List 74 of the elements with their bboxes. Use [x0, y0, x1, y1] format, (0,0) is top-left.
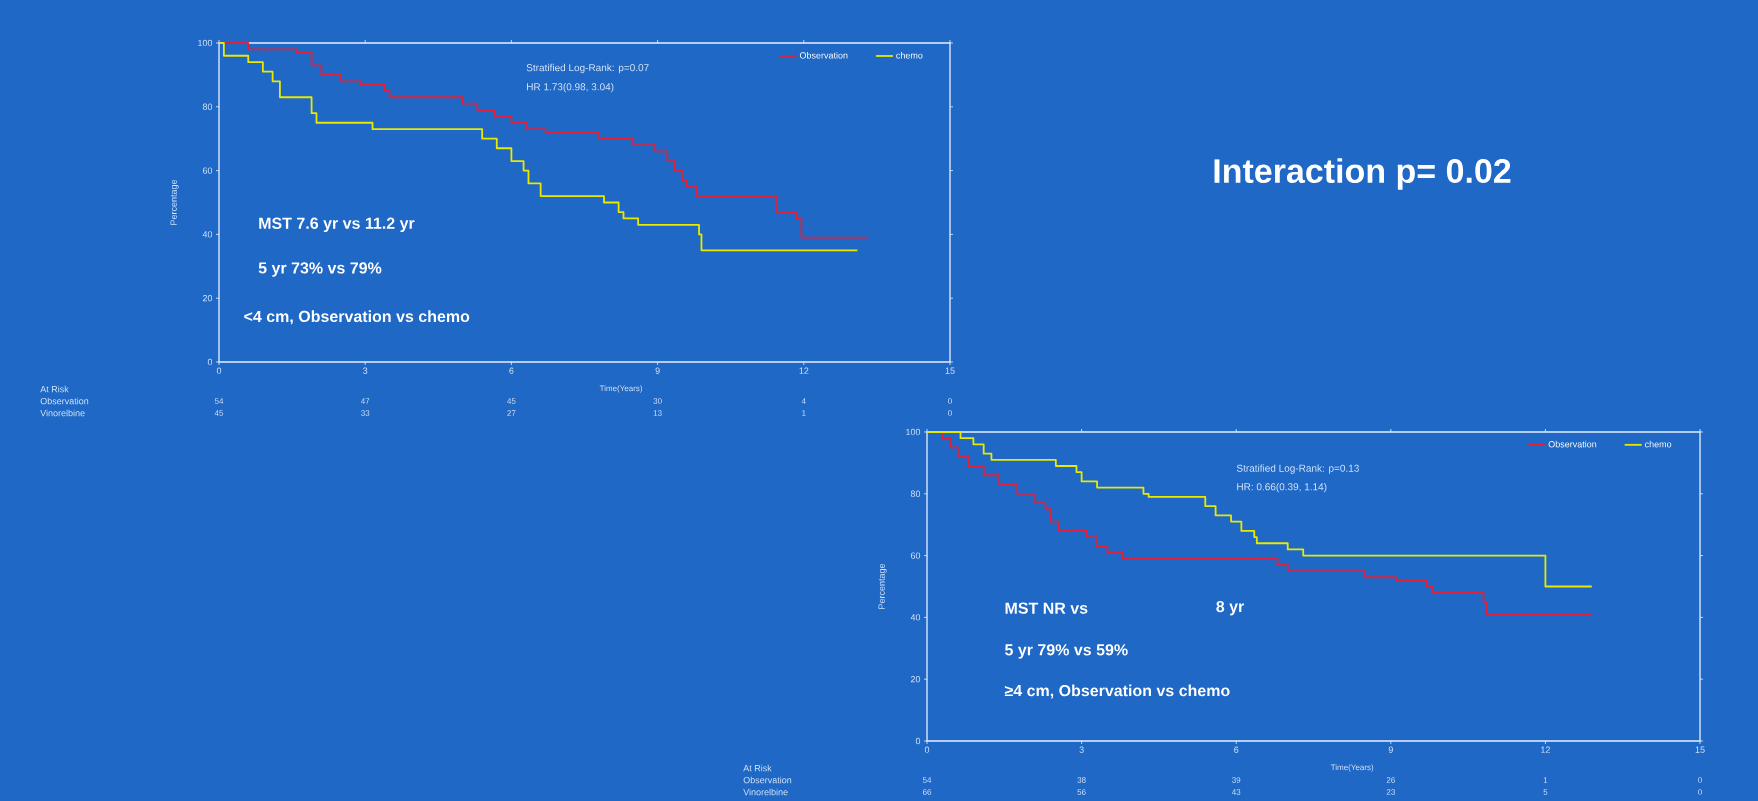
legend-label: Observation [799, 51, 848, 59]
text: 1 [1543, 777, 1548, 783]
legend-label: Observation [1548, 440, 1597, 448]
text: 0 [1698, 789, 1702, 795]
annotation: Stratified Log-Rank: p=0.13 [1236, 464, 1359, 474]
text: 38 [1077, 777, 1086, 783]
y-tick-label: 20 [202, 295, 213, 302]
legend-label: chemo [896, 51, 923, 59]
y-tick-label: 40 [910, 614, 921, 621]
x-axis-title: Time(Years) [599, 385, 643, 393]
text: 0 [948, 410, 952, 416]
y-tick-label: 100 [906, 428, 921, 436]
text: 4 [801, 398, 806, 404]
text: 27 [507, 410, 516, 416]
annotation: 8 yr [1216, 600, 1245, 616]
text: Vinorelbine [743, 788, 788, 796]
y-axis-title: Percentage [170, 179, 179, 225]
annotation: Stratified Log-Rank: p=0.07 [526, 63, 649, 74]
x-tick-label: 6 [1234, 746, 1239, 753]
legend-label: chemo [1644, 440, 1672, 448]
text: 54 [922, 777, 932, 783]
x-tick-label: 0 [924, 746, 930, 753]
text: 13 [653, 410, 662, 416]
text: 23 [1386, 789, 1395, 795]
text: 5 [1543, 789, 1548, 795]
x-tick-label: 6 [509, 367, 514, 374]
x-tick-label: 9 [655, 367, 660, 374]
x-tick-label: 15 [1695, 746, 1705, 753]
text: Observation [40, 397, 89, 405]
y-tick-label: 60 [202, 167, 213, 174]
annotation: HR: 0.66(0.39, 1.14) [1237, 482, 1327, 493]
annotation: 5 yr 79% vs 59% [1005, 644, 1128, 659]
x-tick-label: 0 [216, 367, 222, 374]
y-tick-label: 80 [202, 103, 213, 110]
text: 56 [1077, 789, 1086, 795]
y-tick-label: 40 [202, 231, 213, 238]
y-axis-title: Percentage [878, 563, 887, 609]
text: Observation [743, 776, 792, 784]
y-tick-label: 0 [915, 737, 921, 745]
x-tick-label: 3 [1079, 746, 1084, 753]
y-tick-label: 20 [910, 676, 921, 683]
text: At Risk [743, 764, 772, 772]
y-tick-label: 60 [910, 552, 921, 559]
annotation: 5 yr 73% vs 79% [258, 262, 382, 277]
y-tick-label: 0 [207, 358, 213, 366]
text: At Risk [40, 385, 69, 393]
x-tick-label: 12 [799, 367, 809, 374]
text: 39 [1232, 777, 1241, 783]
text: 47 [360, 398, 370, 404]
y-tick-label: 80 [910, 490, 921, 497]
x-tick-label: 12 [1541, 746, 1550, 753]
text: 33 [361, 410, 370, 416]
x-axis-title: Time(Years) [1330, 764, 1374, 772]
annotation: <4 cm, Observation vs chemo [244, 310, 470, 325]
text: 26 [1386, 777, 1395, 783]
text: Interaction p= 0.02 [1214, 158, 1511, 190]
text: 45 [214, 410, 224, 416]
annotation: ≥4 cm, Observation vs chemo [1004, 684, 1230, 699]
text: 54 [214, 398, 224, 404]
x-tick-label: 3 [363, 367, 368, 374]
annotation: MST NR vs [1005, 602, 1088, 614]
text: Vinorelbine [40, 409, 85, 417]
text: 0 [1698, 777, 1702, 783]
text: 30 [653, 398, 662, 404]
x-tick-label: 9 [1388, 746, 1393, 753]
text: 1 [802, 410, 806, 416]
text: 45 [507, 398, 516, 404]
text: 66 [922, 789, 932, 795]
annotation: HR 1.73(0.98, 3.04) [527, 83, 614, 93]
y-tick-label: 100 [198, 39, 213, 47]
text: 0 [948, 398, 952, 404]
x-tick-label: 15 [945, 367, 955, 374]
text: 43 [1231, 789, 1241, 795]
annotation: MST 7.6 yr vs 11.2 yr [259, 217, 415, 233]
